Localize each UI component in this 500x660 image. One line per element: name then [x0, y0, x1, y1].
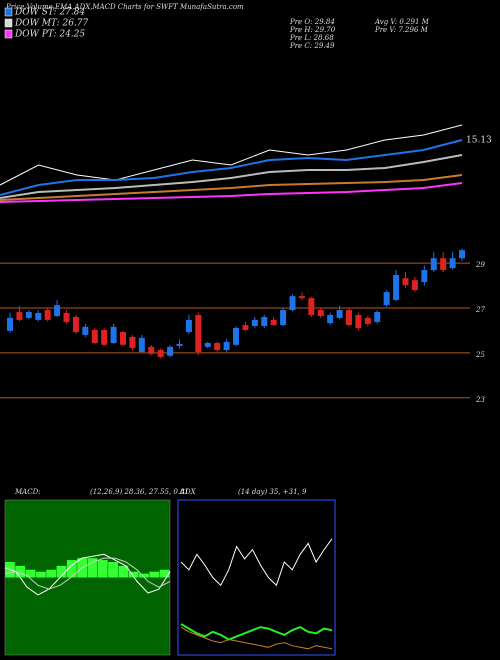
legend-swatch — [4, 29, 13, 39]
candle-body — [223, 341, 230, 350]
y-tick-label: 25 — [475, 351, 485, 359]
stat: Pre C: 29.49 — [289, 42, 335, 50]
candle-body — [72, 316, 79, 333]
histogram-bar — [66, 560, 77, 578]
series-line — [0, 139, 463, 196]
legend-swatch — [4, 7, 13, 17]
histogram-bar — [35, 571, 46, 578]
candle-body — [280, 310, 287, 326]
histogram-bar — [15, 565, 26, 578]
candle-body — [25, 312, 32, 318]
candle-body — [63, 312, 70, 322]
candle-body — [148, 346, 155, 354]
legend-swatch — [4, 18, 13, 28]
y-tick-label: 23 — [475, 396, 485, 404]
candle-body — [459, 250, 465, 259]
histogram-bar — [118, 565, 129, 578]
series-line — [0, 124, 463, 186]
histogram-bar — [159, 569, 170, 578]
stat: Pre L: 28.68 — [289, 34, 334, 42]
candle-body — [411, 280, 418, 291]
candle-body — [185, 319, 192, 333]
candle-body — [44, 310, 51, 320]
candle-body — [129, 336, 136, 348]
candle-body — [91, 330, 98, 344]
candle-body — [383, 292, 390, 306]
candle-body — [327, 314, 334, 324]
stat: Pre H: 29.70 — [289, 26, 336, 34]
candle-body — [346, 310, 352, 326]
candle-body — [204, 343, 211, 347]
candle-body — [308, 298, 315, 315]
legend-label: DOW PT: 24.25 — [14, 30, 85, 40]
candle-body — [364, 317, 371, 324]
series-line — [0, 174, 463, 201]
annotation: 15.13 — [466, 136, 492, 146]
candle-body — [120, 332, 126, 345]
candle-body — [440, 258, 447, 271]
candle-body — [157, 349, 164, 357]
candle-body — [7, 317, 13, 331]
series-line — [0, 182, 463, 203]
candle-body — [421, 270, 428, 282]
histogram-bar — [46, 569, 57, 578]
candle-body — [167, 346, 174, 356]
series-line — [180, 626, 333, 650]
panel-params: (14 day) 35, +31, 9 — [238, 488, 307, 496]
series-line — [4, 553, 171, 596]
page-title: Price,Volume,EMA,ADX,MACD Charts for SWF… — [5, 3, 244, 11]
candle-body — [214, 343, 221, 350]
candle-body — [16, 312, 23, 320]
panel-title: ADX — [179, 488, 197, 496]
histogram-bar — [25, 569, 36, 578]
stat: Avg V: 0.291 M — [374, 18, 430, 26]
candle-body — [374, 312, 381, 322]
candle-body — [336, 310, 343, 318]
candle-body — [138, 337, 145, 352]
candle-body — [270, 319, 277, 326]
legend-label: DOW ST: 27.84 — [14, 8, 85, 18]
panel-params: (12,26,9) 28.36, 27.55, 0.81 — [90, 488, 189, 496]
candle-body — [101, 330, 108, 345]
candle-body — [402, 278, 409, 286]
series-line — [180, 538, 333, 587]
series-line — [4, 557, 171, 590]
candle-body — [261, 316, 268, 326]
y-tick-label: 29 — [475, 261, 485, 269]
series-line — [0, 154, 463, 199]
histogram-bar — [139, 573, 149, 578]
candle-body — [289, 296, 296, 311]
candle-body — [110, 326, 117, 344]
candle-body — [242, 325, 249, 330]
candle-body — [251, 319, 258, 326]
y-tick-label: 27 — [475, 306, 485, 314]
stat: Pre V: 7.296 M — [374, 26, 429, 34]
histogram-bar — [97, 560, 108, 578]
candle-body — [449, 258, 456, 269]
candle-body — [195, 314, 202, 352]
candle-body — [298, 296, 305, 299]
candle-body — [176, 343, 183, 346]
panel-title: MACD: — [14, 488, 41, 496]
candle-body — [233, 327, 239, 345]
candle-body — [317, 310, 324, 317]
candle-body — [54, 305, 61, 317]
histogram-bar — [128, 571, 139, 578]
histogram-bar — [149, 571, 160, 578]
candle-body — [35, 312, 42, 320]
series-line — [180, 623, 333, 641]
histogram-bar — [56, 565, 67, 578]
candle-body — [393, 275, 400, 300]
histogram-bar — [87, 558, 98, 578]
candle-body — [82, 326, 89, 335]
legend-label: DOW MT: 26.77 — [14, 19, 89, 29]
candle-body — [355, 314, 362, 328]
candle-body — [430, 258, 437, 271]
stat: Pre O: 29.84 — [289, 18, 335, 26]
histogram-bar — [108, 562, 118, 578]
